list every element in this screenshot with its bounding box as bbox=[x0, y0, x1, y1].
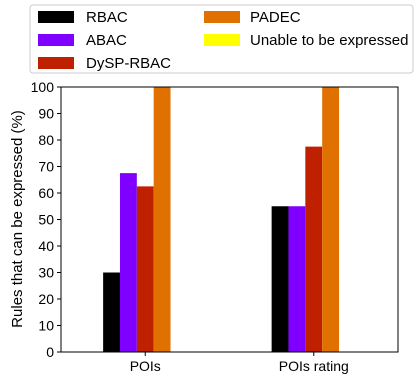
legend-swatch bbox=[204, 11, 240, 23]
bar-rbac-pois-rating bbox=[271, 206, 289, 352]
bar-padec-pois bbox=[153, 87, 171, 352]
legend-label: DySP-RBAC bbox=[86, 55, 171, 72]
bars bbox=[103, 87, 340, 352]
bar-padec-pois-rating bbox=[322, 87, 340, 352]
x-axis: POIs POIs rating bbox=[130, 352, 349, 374]
legend-label: Unable to be expressed bbox=[250, 32, 408, 49]
y-axis-title: Rules that can be expressed (%) bbox=[9, 110, 26, 328]
y-tick-label: 60 bbox=[38, 185, 54, 201]
y-tick-label: 100 bbox=[31, 79, 55, 95]
legend-label: ABAC bbox=[86, 32, 127, 49]
legend: RBAC ABAC DySP-RBAC PADEC Unable to be expre… bbox=[29, 4, 414, 74]
y-tick-label: 10 bbox=[38, 318, 54, 334]
y-tick-label: 30 bbox=[38, 265, 54, 281]
bar-dysp-rbac-pois-rating bbox=[305, 146, 323, 352]
y-tick-label: 80 bbox=[38, 132, 54, 148]
y-tick-label: 90 bbox=[38, 106, 54, 122]
legend-swatch bbox=[38, 11, 74, 23]
bar-dysp-rbac-pois bbox=[136, 186, 154, 352]
y-tick-label: 40 bbox=[38, 238, 54, 254]
legend-swatch bbox=[38, 34, 74, 46]
y-axis-label: Rules that can be expressed (%) bbox=[9, 110, 26, 328]
legend-swatch bbox=[204, 34, 240, 46]
y-tick-label: 50 bbox=[38, 212, 54, 228]
legend-label: RBAC bbox=[86, 9, 128, 26]
y-tick-label: 0 bbox=[46, 344, 54, 360]
x-tick-label: POIs bbox=[130, 358, 161, 374]
bar-rbac-pois bbox=[103, 272, 120, 352]
legend-swatch bbox=[38, 57, 74, 69]
x-tick-label: POIs rating bbox=[279, 358, 349, 374]
bar-abac-pois bbox=[119, 173, 137, 352]
plot-frame bbox=[60, 86, 399, 353]
y-axis: 0 10 20 30 40 50 60 70 80 90 100 bbox=[31, 79, 61, 360]
bar-abac-pois-rating bbox=[288, 206, 306, 352]
legend-label: PADEC bbox=[250, 9, 301, 26]
y-tick-label: 20 bbox=[38, 291, 54, 307]
y-tick-label: 70 bbox=[38, 159, 54, 175]
